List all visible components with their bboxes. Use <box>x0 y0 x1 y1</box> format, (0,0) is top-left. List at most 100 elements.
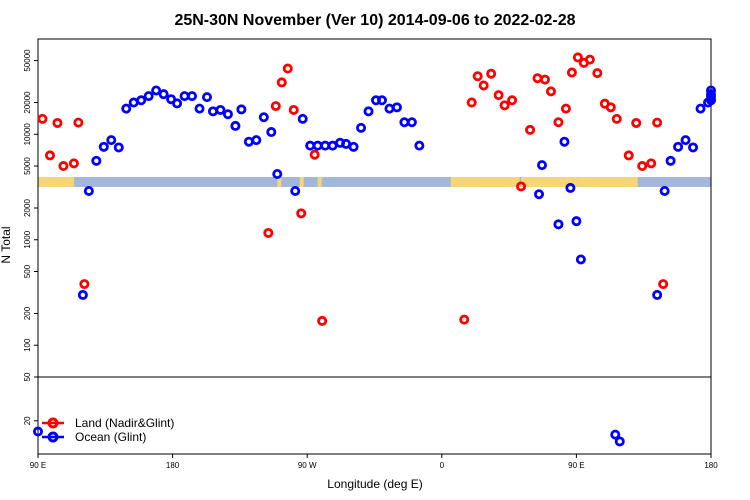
ocean-point <box>121 103 132 114</box>
ocean-point <box>348 141 359 152</box>
land-point <box>270 101 281 112</box>
land-point <box>44 150 55 161</box>
ocean-point <box>659 185 670 196</box>
y-tick-label: 1000 <box>23 230 32 248</box>
legend-ocean-marker <box>47 431 59 443</box>
ocean-point <box>297 113 308 124</box>
ocean-point <box>406 117 417 128</box>
x-tick-label: 180 <box>704 461 718 470</box>
chart-title: 25N-30N November (Ver 10) 2014-09-06 to … <box>174 12 575 29</box>
ocean-point <box>83 185 94 196</box>
land-point <box>276 77 287 88</box>
ocean-point <box>113 142 124 153</box>
x-axis-title: Longitude (deg E) <box>327 477 422 491</box>
ocean-point <box>706 89 717 100</box>
land-point <box>296 208 307 219</box>
ocean-point <box>98 141 109 152</box>
land-point <box>652 117 663 128</box>
band-sand-florida <box>317 177 322 187</box>
land-point <box>288 104 299 115</box>
ocean-point <box>143 91 154 102</box>
land-point <box>516 181 527 192</box>
ocean-point <box>610 429 621 440</box>
legend-ocean-label: Ocean (Glint) <box>75 430 146 444</box>
ocean-point <box>665 155 676 166</box>
ocean-point <box>614 436 625 447</box>
band-sand-asia <box>38 177 74 187</box>
y-tick-label: 2000 <box>23 199 32 217</box>
x-axis: 90 E 180 90 W 0 90 E 180 <box>30 454 718 470</box>
y-tick-label: 500 <box>23 264 32 278</box>
y-tick-label: 100 <box>23 338 32 352</box>
legend-land-label: Land (Nadir&Glint) <box>75 416 174 430</box>
land-point <box>560 103 571 114</box>
ocean-point <box>251 135 262 146</box>
land-point <box>631 117 642 128</box>
ocean-point <box>172 98 183 109</box>
ocean-point <box>537 160 548 171</box>
band-sand-africa <box>450 177 520 187</box>
ocean-point <box>534 189 545 200</box>
land-point <box>309 149 320 160</box>
x-tick-label: 0 <box>440 461 445 470</box>
ocean-point <box>688 142 699 153</box>
y-tick-label: 10000 <box>23 123 32 146</box>
y-axis-upper: 50 100 200 500 1000 2000 5000 10000 20000 50000 <box>23 49 38 381</box>
legend-land-marker <box>47 417 59 429</box>
y-tick-label: 50 <box>23 372 32 381</box>
land-point <box>79 279 90 290</box>
land-point <box>37 113 48 124</box>
land-point <box>605 102 616 113</box>
land-point <box>478 80 489 91</box>
land-point <box>486 68 497 79</box>
ocean-point <box>565 182 576 193</box>
ocean-point <box>243 136 254 147</box>
ocean-point <box>230 120 241 131</box>
y-axis-lower: 20 <box>23 416 38 425</box>
y-tick-label: 20000 <box>23 91 32 114</box>
ocean-point <box>222 109 233 120</box>
ocean-point <box>151 85 162 96</box>
band-water <box>38 177 711 187</box>
data-points <box>33 52 717 447</box>
ocean-point <box>571 216 582 227</box>
x-tick-label: 90 W <box>298 461 317 470</box>
land-point <box>263 227 274 238</box>
y-tick-label: 20 <box>23 416 32 425</box>
ocean-point <box>158 89 169 100</box>
y-tick-label: 5000 <box>23 157 32 175</box>
land-point <box>472 71 483 82</box>
land-point <box>539 74 550 85</box>
ocean-point <box>207 106 218 117</box>
land-point <box>611 113 622 124</box>
ocean-point <box>356 122 367 133</box>
land-point <box>73 117 84 128</box>
ocean-point <box>136 95 147 106</box>
ocean-point <box>695 103 706 114</box>
land-point <box>658 279 669 290</box>
land-point <box>532 73 543 84</box>
land-point <box>52 117 63 128</box>
land-point <box>499 100 510 111</box>
land-point <box>637 161 648 172</box>
ocean-point <box>258 112 269 123</box>
land-point <box>58 161 69 172</box>
land-point <box>592 68 603 79</box>
map-band <box>38 177 711 187</box>
x-tick-label: 180 <box>166 461 180 470</box>
y-tick-label: 50000 <box>23 49 32 72</box>
ocean-point <box>363 106 374 117</box>
ocean-point <box>187 91 198 102</box>
ocean-point <box>194 103 205 114</box>
ocean-point <box>201 92 212 103</box>
ocean-point <box>706 94 717 105</box>
land-point <box>572 52 583 63</box>
ocean-point <box>680 135 691 146</box>
ocean-point <box>77 289 88 300</box>
land-point <box>459 314 470 325</box>
plot-border <box>37 38 712 455</box>
ocean-point <box>553 219 564 230</box>
land-point <box>507 95 518 106</box>
ocean-point <box>376 95 387 106</box>
